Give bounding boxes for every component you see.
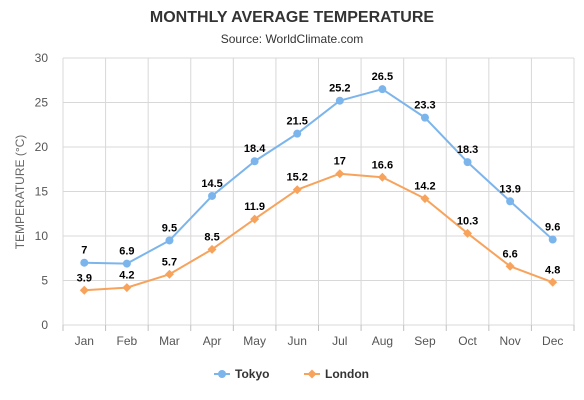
x-tick-label: Sep	[414, 334, 436, 348]
london-data-label: 3.9	[77, 272, 92, 284]
london-data-label: 17	[334, 156, 346, 168]
london-data-label: 4.8	[545, 264, 560, 276]
tokyo-point	[463, 158, 472, 167]
x-tick-label: Oct	[458, 334, 477, 348]
x-tick-label: Apr	[203, 334, 222, 348]
tokyo-data-label: 13.9	[499, 183, 520, 195]
y-tick-label: 10	[35, 229, 49, 243]
london-data-label: 5.7	[162, 256, 177, 268]
london-line	[84, 172, 554, 292]
tokyo-point	[506, 197, 515, 206]
legend-item-london: London	[304, 367, 369, 381]
tokyo-point	[165, 236, 174, 245]
tokyo-data-label: 18.4	[244, 143, 266, 155]
london-point	[335, 169, 345, 179]
tokyo-point	[250, 157, 259, 166]
series-london	[79, 169, 558, 295]
y-tick-label: 5	[41, 274, 48, 288]
x-tick-label: Nov	[499, 334, 520, 348]
london-point	[207, 244, 217, 254]
tokyo-data-label: 21.5	[286, 116, 307, 128]
tokyo-point	[548, 235, 557, 244]
legend-label: Tokyo	[235, 367, 269, 381]
series-tokyo	[80, 85, 557, 268]
london-data-label: 4.2	[119, 270, 134, 282]
london-point	[377, 172, 387, 182]
tokyo-point	[80, 258, 89, 267]
london-point	[250, 214, 260, 224]
x-tick-label: Feb	[117, 334, 138, 348]
tokyo-data-label: 6.9	[119, 246, 134, 258]
tokyo-line	[84, 88, 554, 265]
london-point	[122, 283, 132, 293]
x-tick-label: May	[243, 334, 266, 348]
y-tick-label: 25	[35, 96, 49, 110]
london-point	[548, 277, 558, 287]
y-tick-label: 0	[41, 318, 48, 332]
london-point	[420, 194, 430, 204]
gridlines	[62, 57, 575, 326]
london-data-label: 11.9	[244, 201, 265, 213]
y-axis-label: TEMPERATURE (°C)	[13, 135, 27, 250]
london-point	[505, 261, 515, 271]
tokyo-point	[208, 191, 217, 200]
tokyo-point	[378, 85, 387, 94]
london-data-label: 6.6	[502, 248, 517, 260]
tokyo-data-label: 25.2	[329, 83, 350, 95]
london-data-label: 10.3	[457, 215, 478, 227]
tokyo-data-label: 14.5	[201, 178, 222, 190]
x-tick-label: Jul	[332, 334, 347, 348]
x-tick-label: Aug	[372, 334, 393, 348]
legend-item-tokyo: Tokyo	[214, 367, 269, 381]
tokyo-data-label: 18.3	[457, 144, 478, 156]
y-tick-label: 20	[35, 140, 49, 154]
tokyo-data-label: 9.6	[545, 222, 560, 234]
tokyo-data-label: 23.3	[414, 100, 435, 112]
london-point	[79, 285, 89, 295]
legend-marker	[218, 370, 226, 378]
x-tick-label: Mar	[159, 334, 180, 348]
tokyo-data-label: 7	[81, 245, 87, 257]
tokyo-data-label: 9.5	[162, 222, 177, 234]
tokyo-data-label: 26.5	[372, 71, 393, 83]
london-point	[463, 228, 473, 238]
y-tick-label: 15	[35, 185, 49, 199]
data-labels: 7 6.9 9.5 14.5 18.4 21.5 25.2 26.5 23.3 18.3 13.9 9…	[77, 71, 561, 284]
london-data-label: 15.2	[286, 172, 307, 184]
tokyo-point	[122, 259, 131, 268]
tokyo-point	[335, 96, 344, 105]
london-data-label: 14.2	[414, 181, 435, 193]
london-data-label: 16.6	[372, 159, 393, 171]
chart-title: MONTHLY AVERAGE TEMPERATURE	[150, 9, 435, 26]
x-tick-label: Jun	[288, 334, 307, 348]
chart-subtitle: Source: WorldClimate.com	[221, 32, 364, 46]
legend-marker	[307, 369, 317, 379]
legend-label: London	[325, 367, 369, 381]
london-point	[164, 269, 174, 279]
legend: Tokyo London	[214, 367, 369, 381]
y-tick-label: 30	[35, 51, 49, 65]
axes: 0 5 10 15 20 25 30 Jan Feb Mar Apr May Jun Jul Aug Sep O…	[35, 51, 575, 348]
series-layer	[79, 85, 558, 295]
tokyo-point	[293, 129, 302, 138]
x-tick-label: Jan	[75, 334, 94, 348]
london-data-label: 8.5	[204, 231, 219, 243]
tokyo-point	[420, 113, 429, 122]
x-tick-label: Dec	[542, 334, 563, 348]
london-point	[292, 185, 302, 195]
